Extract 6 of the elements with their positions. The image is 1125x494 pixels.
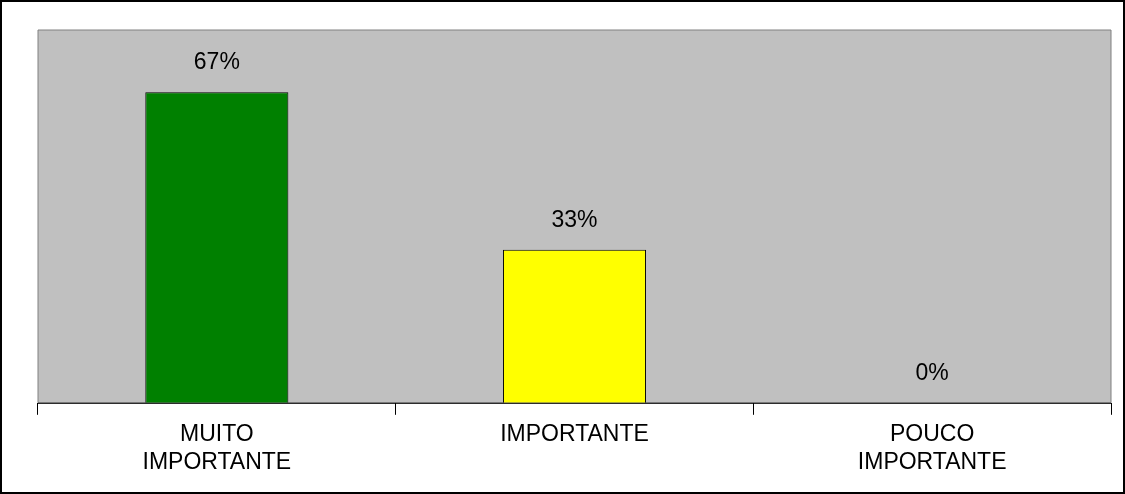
x-tick-label: MUITO IMPORTANTE	[142, 419, 292, 474]
data-label: 67%	[193, 47, 240, 74]
data-label: 33%	[551, 205, 598, 232]
x-tick-label: POUCO IMPORTANTE	[857, 419, 1007, 474]
data-label: 0%	[915, 358, 949, 385]
x-tick-label: IMPORTANTE	[500, 419, 649, 446]
